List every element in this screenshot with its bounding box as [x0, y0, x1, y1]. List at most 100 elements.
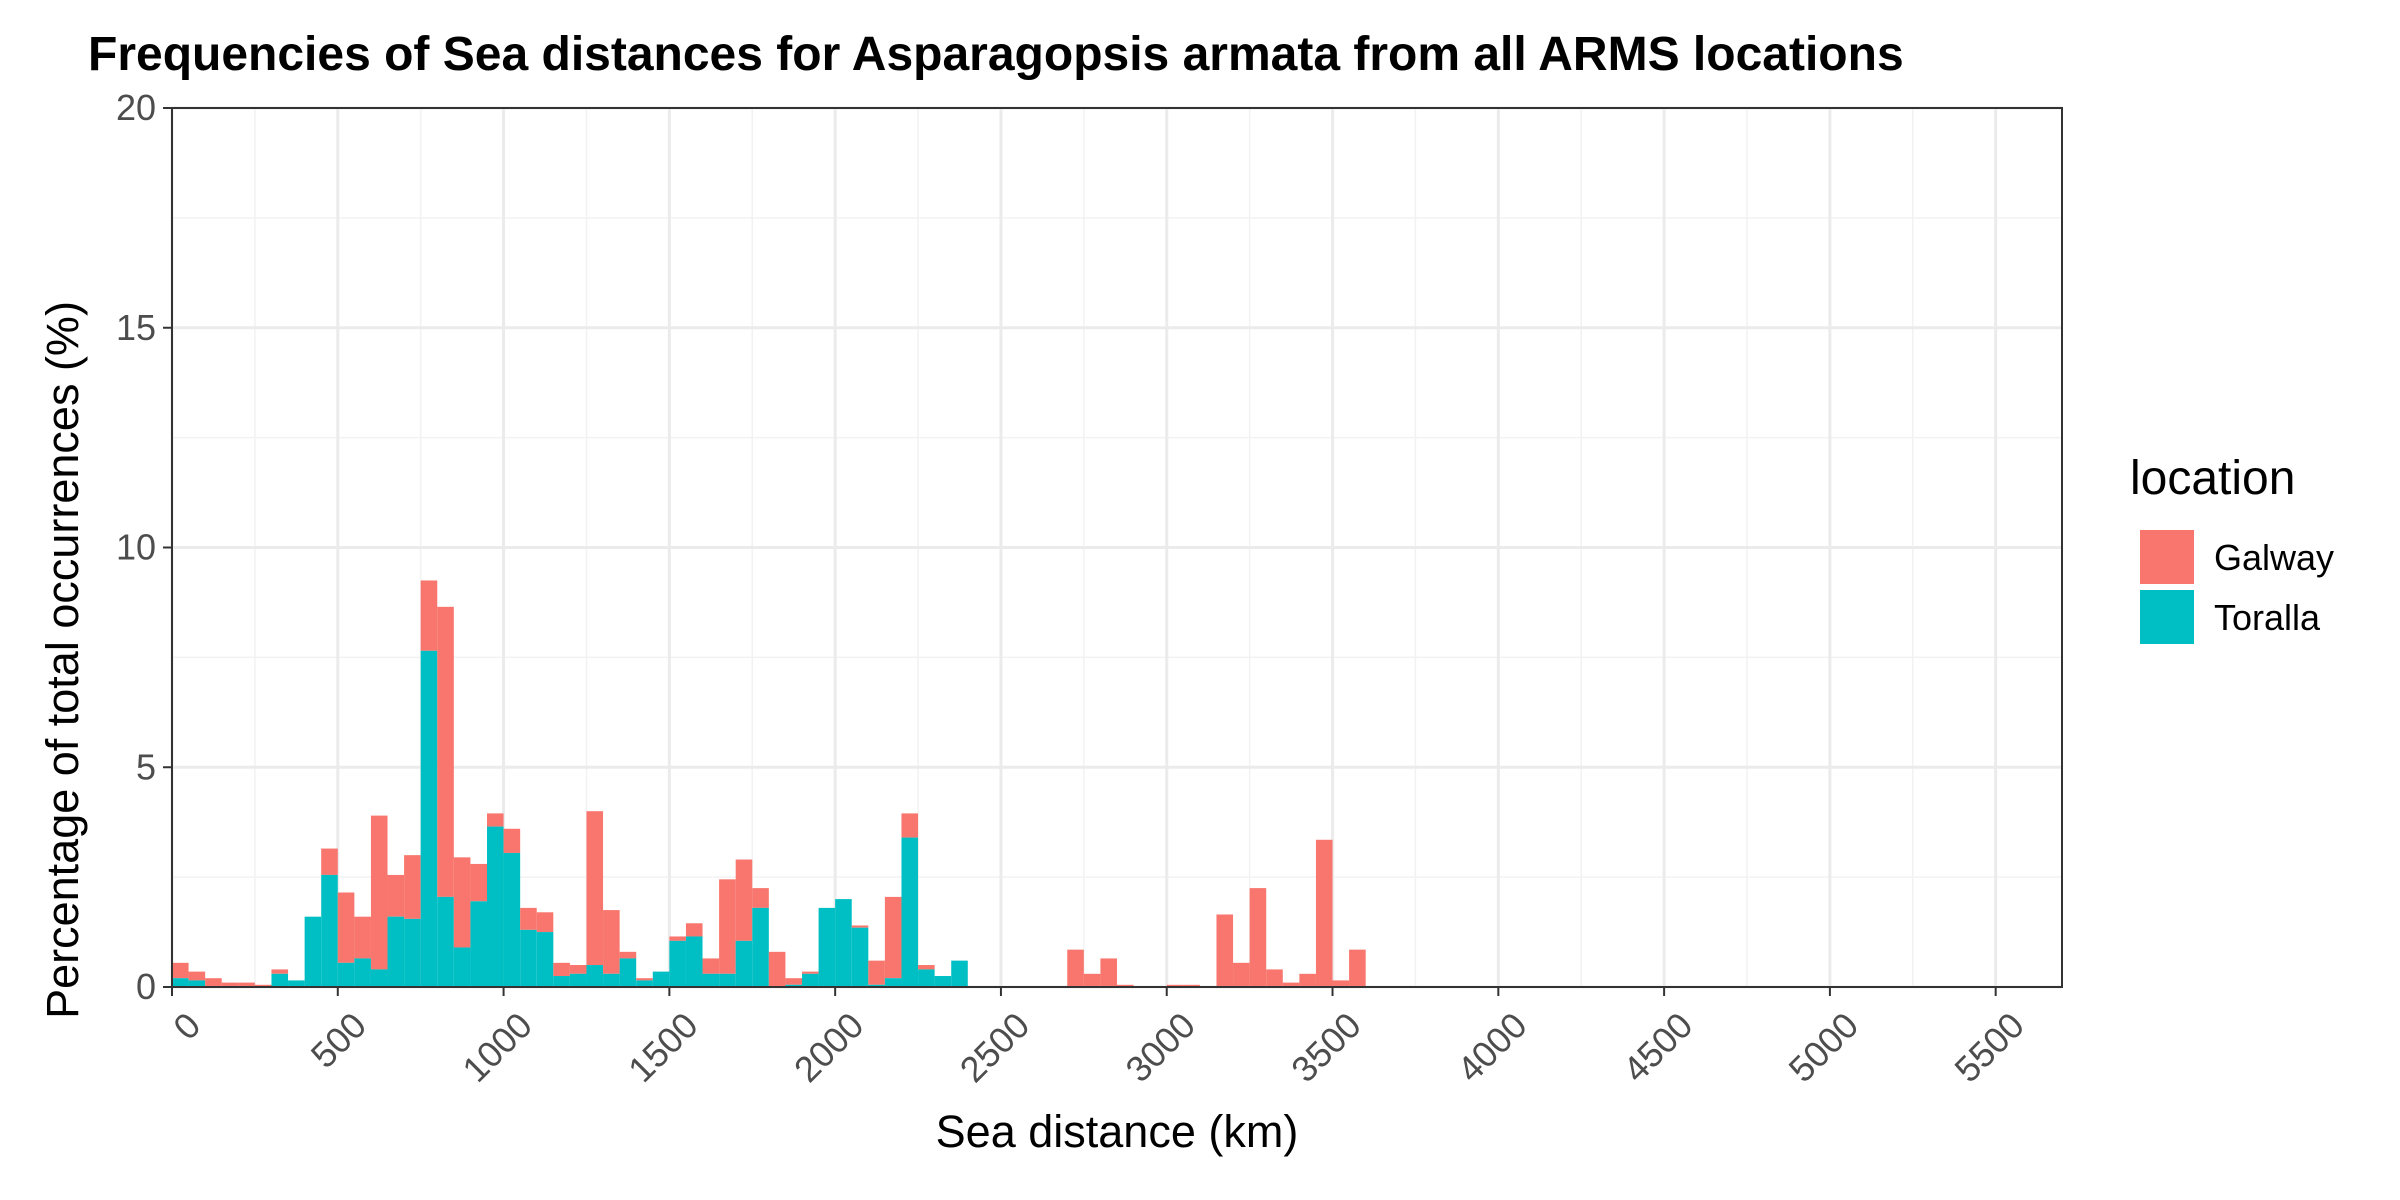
bar-galway	[553, 962, 570, 977]
y-tick-label: 10	[116, 527, 156, 568]
bar-galway	[868, 960, 885, 985]
bar-toralla	[851, 927, 869, 987]
bar-toralla	[569, 973, 587, 987]
bar-toralla	[553, 976, 570, 987]
bar-toralla	[487, 826, 504, 987]
bar-toralla	[304, 916, 322, 987]
bar-galway	[370, 815, 388, 970]
bar-galway	[1282, 982, 1300, 987]
bar-galway	[685, 923, 703, 937]
legend-label-galway: Galway	[2214, 537, 2334, 578]
bar-galway	[636, 978, 653, 981]
bar-galway	[1249, 888, 1267, 987]
bar-toralla	[719, 973, 736, 987]
bar-galway	[387, 874, 405, 917]
x-tick-label: 1000	[454, 1004, 540, 1090]
bar-galway	[404, 855, 421, 919]
bar-galway	[802, 971, 819, 974]
bar-galway	[1117, 984, 1134, 987]
x-axis-title: Sea distance (km)	[936, 1106, 1299, 1157]
bar-toralla	[669, 940, 686, 987]
bar-toralla	[785, 984, 802, 987]
bar-galway	[669, 936, 686, 941]
y-axis-title: Percentage of total occurrences (%)	[37, 301, 88, 1019]
bar-galway	[619, 951, 637, 959]
x-tick-label: 5000	[1781, 1004, 1867, 1090]
bar-galway	[337, 892, 355, 963]
x-axis: 0 500 1000 1500 2000 2500 3000 3500 4000 4500 5000…	[165, 987, 2032, 1090]
bar-galway	[1083, 973, 1101, 987]
bar-galway	[768, 951, 786, 987]
bar-galway	[487, 813, 504, 827]
x-tick-label: 3000	[1117, 1004, 1203, 1090]
bar-galway	[453, 857, 471, 948]
bar-galway	[569, 965, 587, 974]
bar-toralla	[802, 973, 819, 987]
legend: location Galway Toralla	[2130, 452, 2334, 644]
bar-galway	[271, 969, 289, 974]
bar-galway	[188, 971, 206, 981]
bar-toralla	[918, 969, 935, 987]
bar-galway	[1067, 949, 1084, 987]
bar-galway	[1315, 839, 1333, 987]
bar-galway	[752, 888, 769, 908]
bar-galway	[172, 962, 189, 979]
legend-key-galway	[2140, 530, 2194, 584]
bars-layer	[172, 580, 1366, 987]
bar-toralla	[702, 973, 720, 987]
bar-galway	[1266, 969, 1283, 987]
bar-galway	[1100, 958, 1117, 987]
bar-galway	[354, 916, 371, 959]
bar-toralla	[901, 837, 919, 987]
bar-galway	[254, 984, 272, 987]
bar-galway	[702, 958, 720, 974]
bar-galway	[1216, 914, 1234, 987]
bar-toralla	[370, 969, 388, 987]
bar-toralla	[884, 978, 902, 987]
bar-toralla	[337, 962, 355, 987]
bar-toralla	[752, 907, 769, 987]
bar-toralla	[619, 958, 637, 987]
bar-galway	[586, 811, 604, 966]
bar-toralla	[636, 980, 653, 987]
bar-toralla	[404, 918, 421, 987]
bar-galway	[1183, 984, 1200, 987]
bar-toralla	[420, 650, 438, 987]
bar-toralla	[536, 932, 554, 987]
bar-galway	[470, 863, 487, 902]
x-tick-label: 5500	[1946, 1004, 2032, 1090]
bar-toralla	[818, 907, 836, 987]
bar-galway	[1233, 962, 1250, 987]
bar-toralla	[354, 958, 371, 987]
bar-galway	[205, 978, 222, 987]
bar-galway	[901, 813, 919, 838]
x-tick-label: 3500	[1283, 1004, 1369, 1090]
bar-toralla	[652, 971, 670, 987]
x-tick-label: 2000	[786, 1004, 872, 1090]
bar-toralla	[934, 976, 952, 987]
bar-toralla	[603, 973, 620, 987]
bar-galway	[785, 978, 802, 985]
bar-galway	[884, 896, 902, 979]
legend-label-toralla: Toralla	[2214, 597, 2321, 638]
bar-toralla	[868, 984, 885, 987]
x-tick-label: 4500	[1615, 1004, 1701, 1090]
bar-toralla	[685, 936, 703, 987]
y-tick-label: 5	[136, 746, 156, 787]
bar-galway	[221, 982, 239, 987]
x-tick-label: 0	[165, 1004, 208, 1047]
bar-toralla	[437, 896, 454, 987]
bar-galway	[603, 910, 620, 974]
bar-galway	[851, 925, 869, 928]
bar-galway	[918, 965, 935, 970]
x-tick-label: 1500	[620, 1004, 706, 1090]
bar-galway	[503, 828, 521, 853]
y-axis: 0 5 10 15 20	[116, 87, 172, 1007]
chart-title: Frequencies of Sea distances for Asparag…	[88, 28, 1904, 81]
x-tick-label: 2500	[952, 1004, 1038, 1090]
bar-galway	[1349, 949, 1366, 987]
bar-toralla	[172, 978, 189, 987]
bar-toralla	[586, 965, 604, 987]
bar-toralla	[453, 947, 471, 987]
